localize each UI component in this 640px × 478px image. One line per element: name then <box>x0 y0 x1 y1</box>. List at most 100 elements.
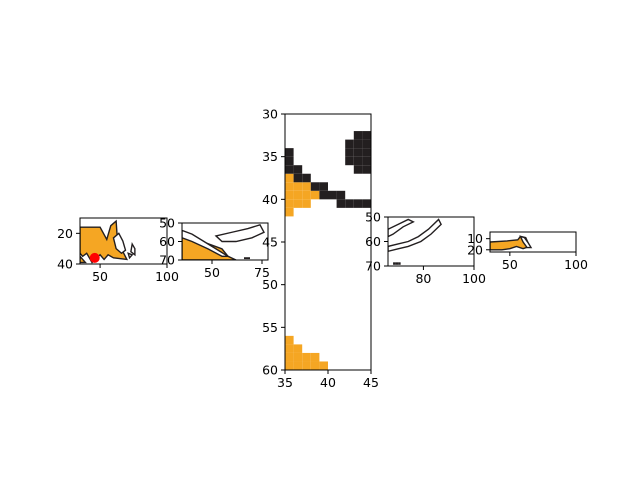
dark-cell <box>353 165 363 174</box>
orange-cell <box>302 182 311 191</box>
orange-cell <box>285 352 294 362</box>
dark-cell <box>328 190 337 200</box>
dark-cell <box>310 182 320 191</box>
orange-cell <box>285 199 294 208</box>
orange-cell <box>285 361 294 370</box>
dark-cell <box>395 262 399 265</box>
orange-cell <box>293 352 303 362</box>
marker-point <box>89 252 100 263</box>
x-tick-label: 50 <box>502 257 518 272</box>
x-tick-label: 100 <box>564 257 588 272</box>
orange-cell <box>302 199 311 208</box>
orange-region <box>80 255 87 264</box>
dark-cell <box>285 165 294 174</box>
y-tick-label: 60 <box>159 234 175 249</box>
dark-cell <box>248 257 250 260</box>
y-tick-label: 30 <box>262 107 278 122</box>
dark-cell <box>345 148 354 157</box>
dark-cell <box>353 199 363 208</box>
y-tick-label: 60 <box>365 234 381 249</box>
dark-cell <box>362 165 371 174</box>
axes-frame <box>489 231 577 253</box>
orange-cell <box>319 361 328 370</box>
x-tick-label: 100 <box>462 271 486 286</box>
orange-cell <box>285 207 294 217</box>
orange-cell <box>285 344 294 353</box>
dark-cell <box>353 156 363 166</box>
orange-cell <box>310 352 320 362</box>
y-tick-label: 70 <box>159 253 175 268</box>
y-tick-label: 40 <box>57 257 73 272</box>
dark-cell <box>353 148 363 157</box>
orange-cell <box>310 190 320 200</box>
y-tick-label: 35 <box>262 149 278 164</box>
dark-cell <box>345 199 354 208</box>
y-tick-label: 20 <box>57 226 73 241</box>
x-tick-label: 45 <box>363 375 379 390</box>
dark-cell <box>362 139 371 149</box>
x-tick-label: 40 <box>320 375 336 390</box>
dark-cell <box>362 148 371 157</box>
dark-cell <box>293 165 303 174</box>
chart-panel-1: 50 100 20 40 <box>57 217 179 284</box>
dark-cell <box>362 199 371 208</box>
dark-cell <box>362 156 371 166</box>
orange-cell <box>302 352 311 362</box>
y-tick-label: 10 <box>467 231 483 246</box>
orange-cell <box>293 361 303 370</box>
x-tick-label: 50 <box>204 265 220 280</box>
orange-cell <box>285 173 294 183</box>
dark-cell <box>353 131 363 140</box>
dark-cell <box>393 262 396 265</box>
outline-region <box>127 252 134 260</box>
dark-cell <box>246 257 248 260</box>
x-tick-label: 100 <box>155 269 179 284</box>
x-tick-label: 50 <box>92 269 108 284</box>
dark-cell <box>398 262 401 265</box>
orange-cell <box>285 335 294 345</box>
orange-cell <box>302 190 311 200</box>
orange-cell <box>293 199 303 208</box>
chart-panel-4: 80 100 50 60 70 <box>365 210 486 287</box>
orange-cell <box>285 182 294 191</box>
y-tick-label: 50 <box>262 277 278 292</box>
axes-frame <box>79 217 168 265</box>
outline-region <box>519 235 533 249</box>
orange-cell <box>293 190 303 200</box>
dark-cell <box>302 173 311 183</box>
y-tick-label: 50 <box>159 216 175 231</box>
dark-cell <box>285 156 294 166</box>
y-tick-label: 40 <box>262 192 278 207</box>
outline-region <box>388 218 442 253</box>
x-tick-label: 35 <box>277 375 293 390</box>
dark-cell <box>353 139 363 149</box>
orange-cell <box>293 182 303 191</box>
y-tick-label: 45 <box>262 235 278 250</box>
outline-region <box>112 232 127 255</box>
orange-cell <box>302 361 311 370</box>
dark-cell <box>293 173 303 183</box>
dark-cell <box>336 190 346 200</box>
dark-cell <box>319 190 328 200</box>
y-tick-label: 55 <box>262 320 278 335</box>
outline-region <box>182 229 231 257</box>
orange-region <box>80 219 129 264</box>
y-tick-label: 50 <box>365 210 381 225</box>
orange-cell <box>293 344 303 353</box>
chart-panel-2: 50 75 50 60 70 <box>159 216 270 281</box>
y-tick-label: 70 <box>365 259 381 274</box>
outline-region <box>214 224 265 243</box>
orange-cell <box>310 361 320 370</box>
y-tick-label: 20 <box>467 242 483 257</box>
y-tick-label: 60 <box>262 363 278 378</box>
x-tick-label: 75 <box>254 265 270 280</box>
dark-cell <box>244 257 246 260</box>
dark-cell <box>285 148 294 157</box>
dark-cell <box>362 131 371 140</box>
orange-cell <box>285 190 294 200</box>
dark-cell <box>345 156 354 166</box>
outline-region <box>130 242 136 257</box>
outline-region <box>388 218 415 238</box>
